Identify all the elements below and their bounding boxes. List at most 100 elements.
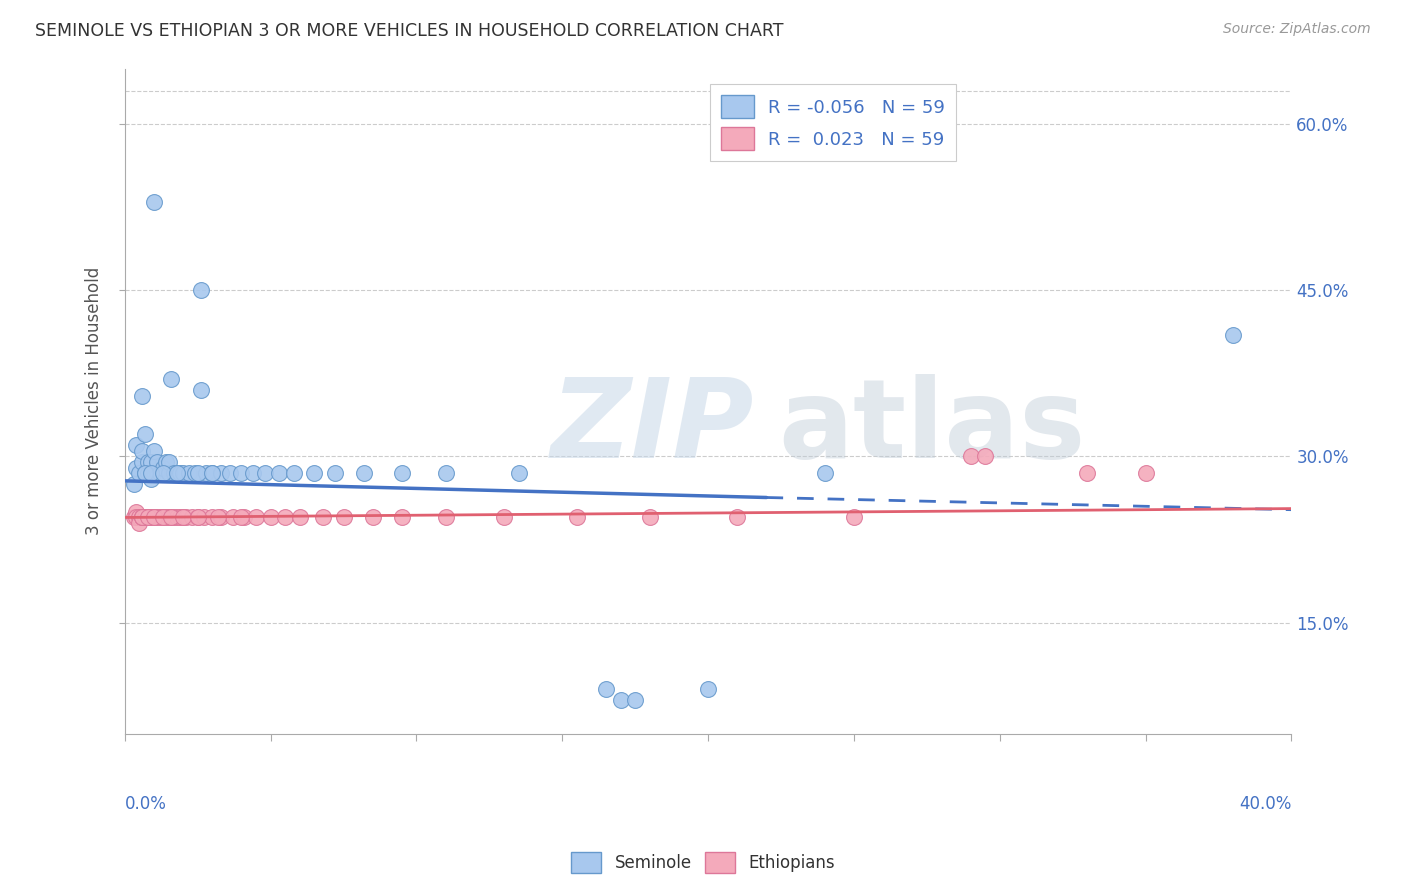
Text: SEMINOLE VS ETHIOPIAN 3 OR MORE VEHICLES IN HOUSEHOLD CORRELATION CHART: SEMINOLE VS ETHIOPIAN 3 OR MORE VEHICLES…	[35, 22, 783, 40]
Point	[974, 450, 997, 464]
Point	[190, 283, 212, 297]
Point	[134, 427, 156, 442]
Text: 40.0%: 40.0%	[1239, 795, 1292, 813]
Point	[209, 510, 232, 524]
Point	[143, 510, 166, 524]
Point	[125, 510, 148, 524]
Point	[842, 510, 865, 524]
Point	[434, 466, 457, 480]
Point	[172, 510, 194, 524]
Point	[725, 510, 748, 524]
Point	[169, 510, 191, 524]
Point	[180, 510, 202, 524]
Point	[160, 372, 183, 386]
Point	[353, 466, 375, 480]
Point	[125, 438, 148, 452]
Point	[304, 466, 326, 480]
Point	[1135, 466, 1157, 480]
Point	[131, 510, 153, 524]
Point	[128, 516, 150, 530]
Point	[131, 455, 153, 469]
Point	[195, 466, 218, 480]
Point	[190, 383, 212, 397]
Point	[233, 510, 256, 524]
Point	[565, 510, 588, 524]
Point	[312, 510, 335, 524]
Point	[166, 510, 188, 524]
Point	[609, 693, 631, 707]
Point	[332, 510, 354, 524]
Point	[143, 510, 166, 524]
Point	[143, 194, 166, 209]
Point	[149, 510, 172, 524]
Point	[201, 466, 224, 480]
Text: ZIP: ZIP	[551, 374, 755, 481]
Point	[283, 466, 305, 480]
Point	[231, 466, 253, 480]
Point	[166, 466, 188, 480]
Legend: Seminole, Ethiopians: Seminole, Ethiopians	[564, 846, 842, 880]
Point	[209, 466, 232, 480]
Point	[146, 466, 169, 480]
Point	[323, 466, 346, 480]
Point	[157, 455, 180, 469]
Point	[131, 510, 153, 524]
Point	[134, 510, 156, 524]
Point	[638, 510, 661, 524]
Text: 0.0%: 0.0%	[125, 795, 167, 813]
Point	[174, 510, 197, 524]
Point	[274, 510, 297, 524]
Point	[166, 466, 188, 480]
Point	[136, 466, 159, 480]
Point	[139, 466, 162, 480]
Y-axis label: 3 or more Vehicles in Household: 3 or more Vehicles in Household	[86, 267, 103, 535]
Point	[163, 510, 186, 524]
Point	[508, 466, 530, 480]
Point	[152, 460, 174, 475]
Point	[139, 472, 162, 486]
Point	[218, 466, 240, 480]
Point	[157, 510, 180, 524]
Point	[139, 455, 162, 469]
Point	[134, 466, 156, 480]
Point	[160, 510, 183, 524]
Point	[169, 466, 191, 480]
Point	[391, 466, 413, 480]
Point	[143, 466, 166, 480]
Point	[177, 466, 200, 480]
Point	[193, 510, 215, 524]
Point	[128, 510, 150, 524]
Point	[152, 510, 174, 524]
Point	[697, 682, 720, 697]
Point	[260, 510, 283, 524]
Point	[172, 466, 194, 480]
Point	[207, 510, 229, 524]
Point	[128, 466, 150, 480]
Point	[172, 510, 194, 524]
Point	[288, 510, 311, 524]
Point	[391, 510, 413, 524]
Point	[492, 510, 515, 524]
Point	[160, 510, 183, 524]
Point	[149, 466, 172, 480]
Point	[157, 466, 180, 480]
Text: Source: ZipAtlas.com: Source: ZipAtlas.com	[1223, 22, 1371, 37]
Point	[269, 466, 291, 480]
Point	[184, 466, 207, 480]
Legend: R = -0.056   N = 59, R =  0.023   N = 59: R = -0.056 N = 59, R = 0.023 N = 59	[710, 84, 956, 161]
Point	[1222, 327, 1244, 342]
Point	[201, 510, 224, 524]
Point	[163, 466, 186, 480]
Point	[155, 510, 177, 524]
Point	[122, 477, 145, 491]
Point	[201, 466, 224, 480]
Point	[122, 510, 145, 524]
Point	[134, 466, 156, 480]
Point	[152, 466, 174, 480]
Point	[131, 444, 153, 458]
Point	[146, 510, 169, 524]
Point	[152, 510, 174, 524]
Point	[187, 466, 209, 480]
Point	[624, 693, 647, 707]
Point	[814, 466, 837, 480]
